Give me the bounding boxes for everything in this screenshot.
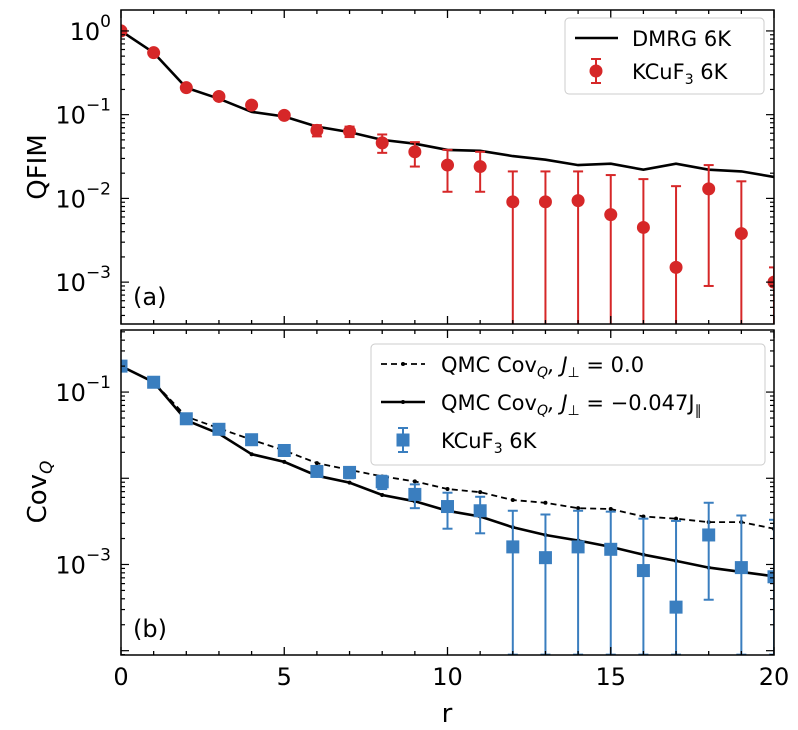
x-tick-label: 20 bbox=[759, 663, 790, 691]
data-point bbox=[473, 504, 487, 518]
data-point bbox=[179, 412, 193, 426]
y-tick-label: 10−2 bbox=[55, 179, 111, 213]
data-point bbox=[767, 570, 774, 584]
legend-kcuf3-marker bbox=[589, 64, 603, 78]
y-tick-label: 100 bbox=[70, 12, 111, 46]
data-point bbox=[212, 89, 226, 103]
panel-b-frame bbox=[120, 329, 775, 656]
data-point bbox=[473, 160, 487, 174]
legend-kcuf3-b-marker bbox=[396, 433, 410, 447]
series-point bbox=[314, 461, 319, 466]
panel-b: 0 5 10 15 20 10−1 10−3 (b) CovQ r QMC CovQ, J⊥… bbox=[23, 329, 789, 729]
data-point bbox=[310, 464, 324, 478]
legend-qmc-j0-label: QMC CovQ, J⊥ = 0.0 bbox=[441, 353, 644, 381]
data-point bbox=[343, 465, 357, 479]
series-point bbox=[445, 487, 450, 492]
series-point bbox=[478, 490, 483, 495]
panel-a-frame bbox=[120, 9, 775, 325]
y-tick-label: 10−1 bbox=[55, 373, 111, 407]
legend-qmc-j047-marker bbox=[401, 400, 405, 404]
series-point bbox=[543, 500, 548, 505]
data-point bbox=[408, 487, 422, 501]
panel-b-x-axis-label: r bbox=[442, 699, 453, 729]
data-point bbox=[375, 475, 389, 489]
data-point bbox=[669, 260, 683, 274]
panel-a: 100 10−1 10−2 10−3 (a) QFIM DMRG 6K KCuF3 6… bbox=[23, 9, 775, 325]
data-point bbox=[734, 561, 748, 575]
data-point bbox=[669, 600, 683, 614]
data-point bbox=[441, 500, 454, 514]
series-point bbox=[674, 516, 679, 521]
panel-a-label: (a) bbox=[133, 283, 166, 311]
y-tick-label: 10−3 bbox=[55, 545, 111, 579]
panel-b-series bbox=[121, 359, 774, 655]
data-point bbox=[604, 542, 618, 556]
panel-a-plot-area: 100 10−1 10−2 10−3 bbox=[55, 10, 775, 324]
data-point bbox=[245, 433, 259, 447]
data-point bbox=[147, 375, 161, 389]
y-tick-label: 10−1 bbox=[55, 96, 111, 130]
legend-kcuf3-label: KCuF3 6K bbox=[632, 60, 729, 88]
series-point bbox=[576, 506, 581, 511]
data-point bbox=[212, 422, 226, 436]
series-point bbox=[510, 497, 515, 502]
data-point bbox=[147, 46, 161, 60]
data-point bbox=[343, 124, 357, 138]
series-point bbox=[641, 514, 646, 519]
data-point bbox=[702, 182, 716, 196]
data-point bbox=[375, 136, 389, 150]
legend-qmc-j0-marker bbox=[401, 362, 405, 366]
data-point bbox=[571, 540, 585, 554]
series-point bbox=[380, 492, 385, 497]
panel-b-y-axis-label: CovQ bbox=[23, 461, 57, 524]
data-point bbox=[245, 98, 259, 112]
data-point bbox=[538, 195, 552, 209]
panel-a-legend: DMRG 6K KCuF3 6K bbox=[564, 17, 765, 95]
panel-a-series bbox=[121, 24, 774, 324]
data-point bbox=[408, 145, 422, 159]
data-point bbox=[571, 194, 585, 208]
legend-qmc-j047-label: QMC CovQ, J⊥ = −0.047J∥ bbox=[441, 391, 702, 419]
data-point bbox=[604, 208, 618, 222]
x-tick-label: 5 bbox=[277, 663, 292, 691]
data-point bbox=[636, 564, 650, 578]
data-point bbox=[702, 528, 716, 542]
x-tick-label: 15 bbox=[595, 663, 626, 691]
series-point bbox=[412, 479, 417, 484]
data-point bbox=[506, 195, 520, 209]
y-tick-label: 10−3 bbox=[55, 263, 111, 297]
series-point bbox=[608, 507, 613, 512]
x-tick-label: 0 bbox=[113, 663, 128, 691]
x-tick-label: 10 bbox=[432, 663, 463, 691]
series-point bbox=[282, 459, 287, 464]
series-point bbox=[347, 480, 352, 485]
data-point bbox=[441, 158, 454, 172]
data-point bbox=[179, 81, 193, 95]
data-point bbox=[538, 551, 552, 565]
panel-a-y-axis-label: QFIM bbox=[23, 134, 53, 200]
panel-b-legend-box bbox=[370, 343, 766, 466]
panel-b-legend: QMC CovQ, J⊥ = 0.0 QMC CovQ, J⊥ = −0.047… bbox=[370, 343, 766, 466]
series-point bbox=[249, 452, 254, 457]
data-point bbox=[310, 123, 324, 137]
data-point bbox=[636, 220, 650, 234]
data-point bbox=[506, 540, 520, 554]
panel-b-label: (b) bbox=[133, 615, 167, 643]
legend-kcuf3-b-label: KCuF3 6K bbox=[441, 429, 538, 457]
panel-b-plot-area: 0 5 10 15 20 10−1 10−3 bbox=[55, 330, 789, 691]
data-point bbox=[277, 443, 291, 457]
legend-dmrg-label: DMRG 6K bbox=[632, 27, 732, 51]
data-point bbox=[734, 227, 748, 241]
data-point bbox=[277, 108, 291, 122]
